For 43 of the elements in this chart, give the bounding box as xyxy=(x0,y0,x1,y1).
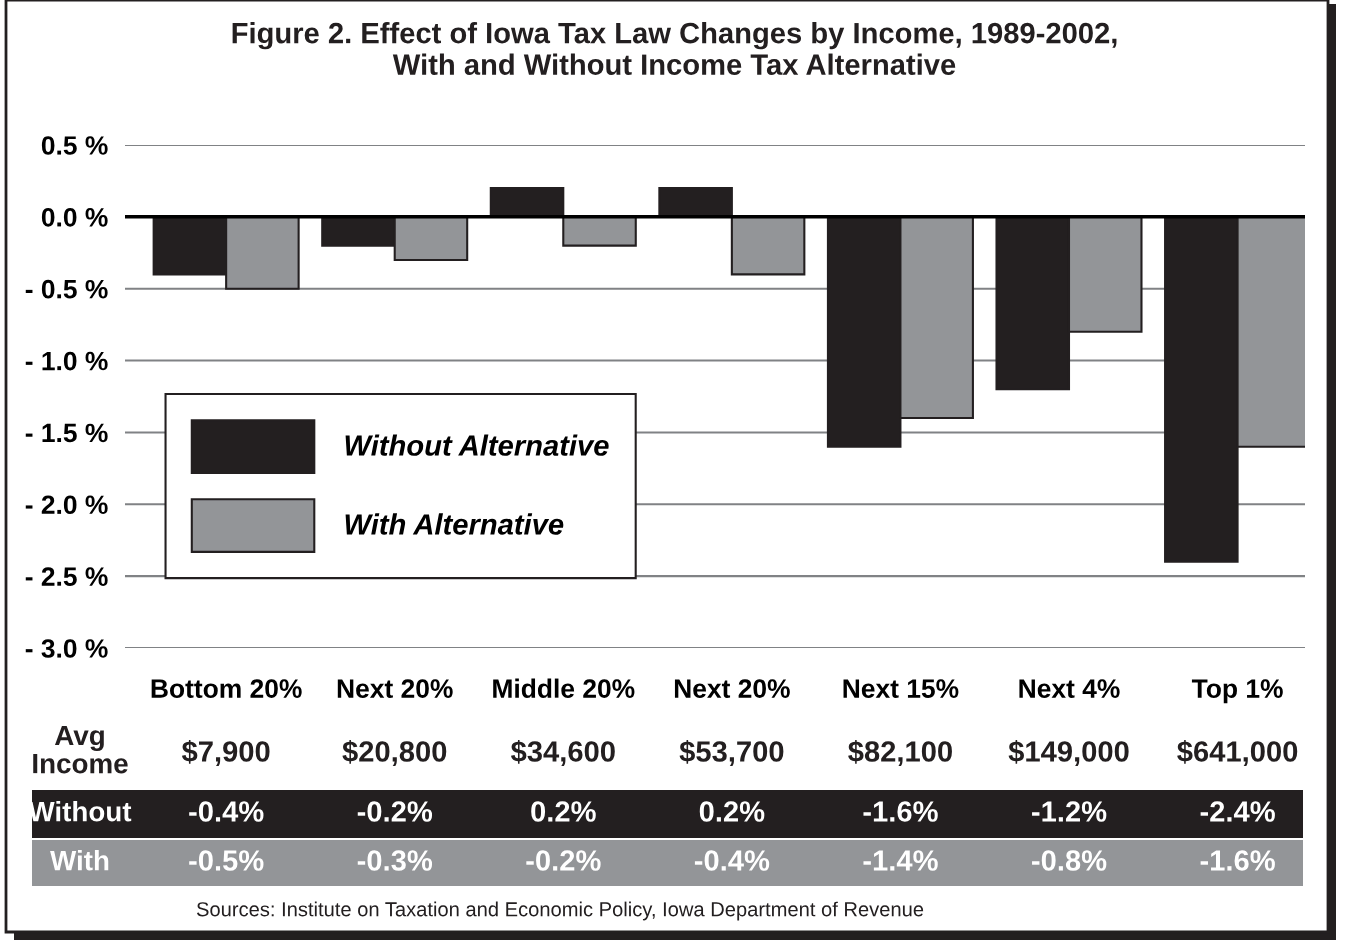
data-label: -0.3% xyxy=(357,850,433,871)
legend-label: With Alternative xyxy=(345,513,564,535)
x-tick-label: Next 20% xyxy=(337,679,453,698)
y-tick-label: - 3.0 % xyxy=(25,639,108,658)
chart-title: Figure 2. Effect of Iowa Tax Law Changes by Income, 1989-2002, With and Without Income Tax Alternative xyxy=(232,22,1117,75)
y-tick-label: - 2.0 % xyxy=(25,495,108,515)
x-tick-label: Bottom 20% xyxy=(151,679,302,698)
data-label: -1.6% xyxy=(1200,850,1275,871)
x-tick-label: Next 15% xyxy=(843,679,959,698)
x-tick-label: Middle 20% xyxy=(493,678,635,698)
text: Without xyxy=(28,801,132,822)
data-label: -0.2% xyxy=(357,801,433,822)
x-tick-label: Top 1% xyxy=(1191,679,1283,704)
data-label: -2.4% xyxy=(1200,801,1275,822)
y-tick-label: 0.5 % xyxy=(41,136,108,155)
text: With xyxy=(50,850,109,871)
y-tick-label: - 0.5 % xyxy=(25,279,108,299)
legend-label: Without Alternative xyxy=(345,434,609,456)
text: $20,800 xyxy=(342,739,447,767)
data-label: 0.2% xyxy=(699,801,765,822)
x-tick-label: Next 20% xyxy=(674,679,790,698)
data-label: -0.5% xyxy=(189,850,264,871)
x-tick-label: Next 4% xyxy=(1019,679,1120,698)
data-label: -0.4% xyxy=(694,850,770,871)
data-label: -0.2% xyxy=(526,850,601,871)
y-tick-label: 0.0 % xyxy=(41,207,108,227)
y-tick-label: - 1.0 % xyxy=(25,351,108,371)
text: $641,000 xyxy=(1177,739,1298,767)
data-label: -1.6% xyxy=(863,801,938,822)
text: Avg Income xyxy=(33,726,128,774)
data-label: -0.4% xyxy=(189,801,264,822)
data-label: -0.8% xyxy=(1032,850,1107,871)
text: $149,000 xyxy=(1008,739,1129,767)
text: $53,700 xyxy=(679,739,784,767)
data-label: 0.2% xyxy=(531,801,596,822)
source-note: Sources: Institute on Taxation and Economic Policy, Iowa Department of Revenue xyxy=(196,901,924,921)
y-tick-label: - 2.5 % xyxy=(25,567,108,586)
text: $82,100 xyxy=(848,739,952,767)
data-label: -1.4% xyxy=(863,850,938,871)
text: $34,600 xyxy=(510,739,615,767)
y-tick-label: - 1.5 % xyxy=(25,423,108,443)
data-label: -1.2% xyxy=(1032,801,1107,822)
text: $7,900 xyxy=(181,739,270,767)
